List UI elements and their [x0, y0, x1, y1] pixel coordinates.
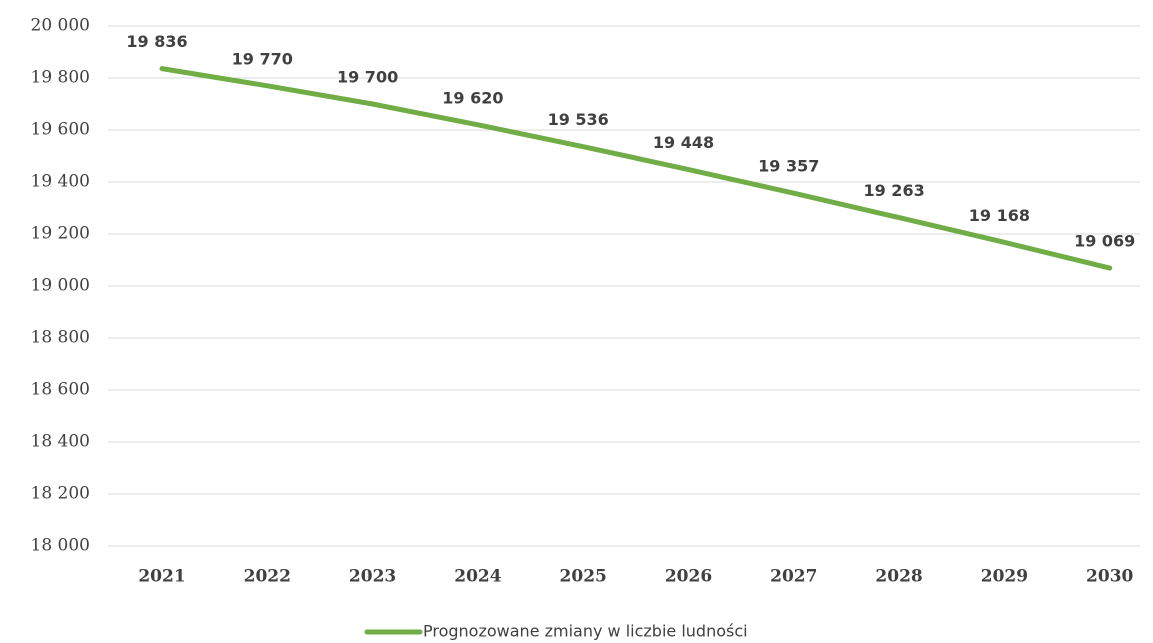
y-tick-label: 19 200	[31, 224, 90, 244]
data-label: 19 069	[1074, 232, 1135, 251]
series-line	[159, 66, 1113, 271]
x-tick-label: 2026	[665, 567, 712, 587]
y-tick-label: 20 000	[31, 16, 90, 36]
x-tick-label: 2028	[875, 567, 922, 587]
data-label: 19 263	[863, 181, 924, 200]
x-tick-label: 2025	[560, 567, 607, 587]
data-label: 19 448	[653, 133, 714, 152]
x-tick-label: 2021	[138, 567, 185, 587]
x-tick-label: 2030	[1086, 567, 1133, 587]
data-label: 19 357	[758, 157, 819, 176]
x-tick-label: 2023	[349, 567, 396, 587]
x-tick-label: 2027	[770, 567, 817, 587]
data-label: 19 620	[442, 88, 503, 107]
data-label: 19 700	[337, 68, 398, 87]
data-label: 19 770	[232, 49, 293, 68]
y-tick-label: 18 800	[31, 328, 90, 348]
y-tick-label: 19 600	[31, 120, 90, 140]
x-tick-label: 2024	[454, 567, 501, 587]
legend-label: Prognozowane zmiany w liczbie ludności	[423, 622, 748, 641]
data-label: 19 836	[126, 32, 187, 51]
y-tick-label: 19 400	[31, 172, 90, 192]
y-tick-label: 19 800	[31, 68, 90, 88]
y-tick-label: 19 000	[31, 276, 90, 296]
y-tick-label: 18 600	[31, 380, 90, 400]
y-tick-label: 18 200	[31, 484, 90, 504]
data-label: 19 168	[969, 206, 1030, 225]
data-label: 19 536	[548, 110, 609, 129]
x-tick-label: 2029	[981, 567, 1028, 587]
x-tick-label: 2022	[244, 567, 291, 587]
y-tick-label: 18 400	[31, 432, 90, 452]
y-tick-label: 18 000	[31, 536, 90, 556]
